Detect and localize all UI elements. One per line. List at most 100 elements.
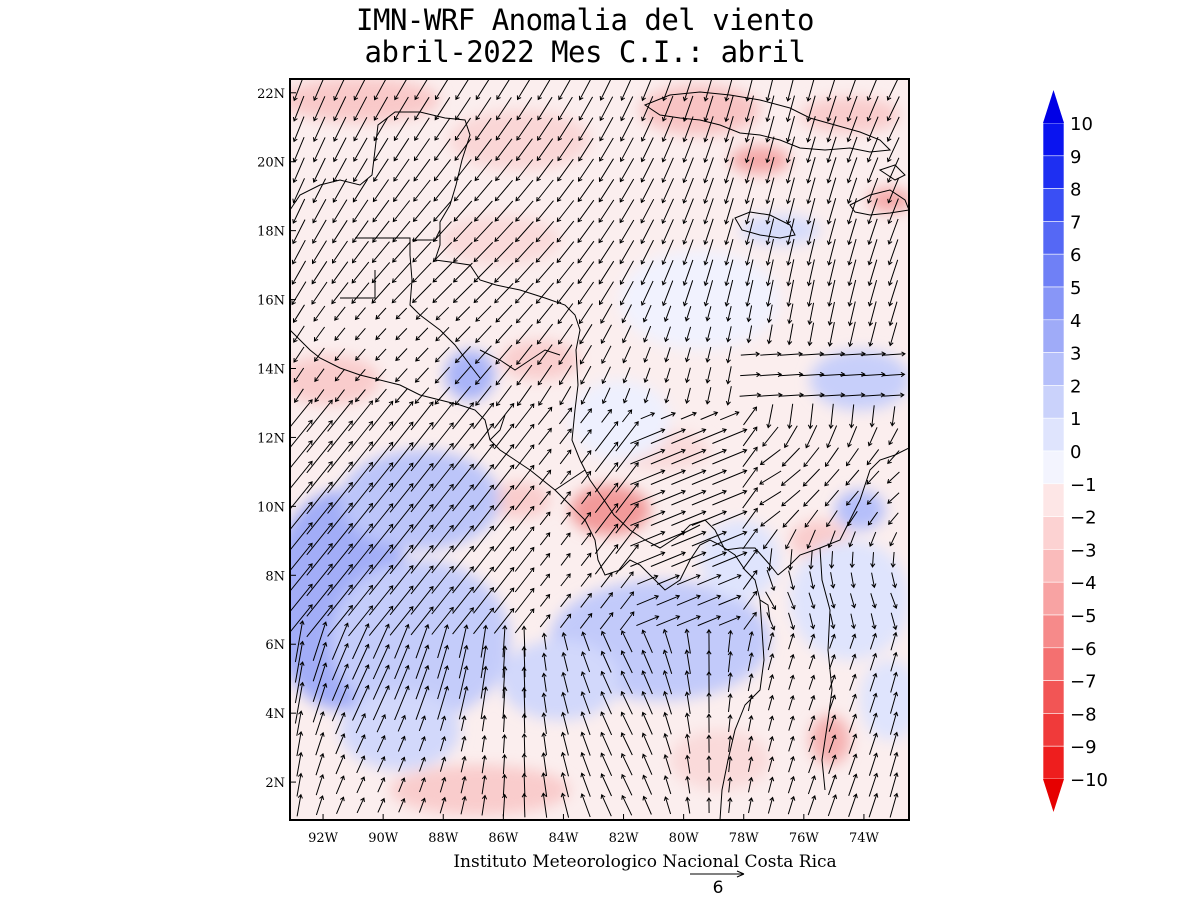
wind-vector-arrow (808, 592, 816, 610)
wind-vector-arrow (580, 408, 592, 424)
wind-vector-arrow (640, 116, 654, 142)
wind-vector-arrow (684, 712, 691, 734)
wind-vector-arrow (514, 505, 535, 531)
wind-vector-arrow (521, 792, 527, 818)
wind-vector-arrow (826, 157, 837, 184)
wind-vector-arrow (296, 751, 304, 777)
wind-vector-arrow (293, 304, 305, 323)
wind-vector-arrow (514, 485, 535, 511)
wind-vector-arrow (412, 221, 432, 243)
wind-vector-arrow (806, 279, 815, 308)
wind-vector-arrow (600, 670, 612, 694)
wind-vector-arrow (747, 652, 754, 672)
wind-vector-arrow (392, 241, 411, 263)
wind-vector-arrow (887, 239, 899, 266)
wind-vector-arrow (334, 389, 345, 403)
wind-vector-arrow (494, 221, 514, 242)
wind-vector-arrow (410, 524, 434, 554)
wind-vector-arrow (502, 665, 508, 699)
wind-vector-arrow (785, 136, 796, 164)
wind-vector-arrow (807, 403, 814, 430)
wind-vector-arrow (760, 351, 782, 357)
wind-vector-arrow (521, 713, 527, 734)
wind-vector-arrow (867, 239, 878, 266)
wind-vector-arrow (431, 545, 454, 574)
wind-vector-arrow (306, 604, 333, 638)
wind-vector-arrow (355, 713, 366, 734)
wind-vector-arrow (676, 574, 701, 586)
colorbar-swatch (1042, 188, 1065, 222)
wind-vector-arrow (458, 665, 469, 699)
wind-vector-arrow (826, 198, 837, 225)
wind-vector-arrow (452, 484, 474, 512)
wind-vector-arrow (599, 281, 614, 306)
wind-vector-arrow (888, 428, 899, 446)
wind-vector-arrow (742, 487, 758, 509)
wind-vector-arrow (395, 328, 408, 341)
wind-vector-arrow (759, 490, 782, 506)
wind-vector-arrow (389, 462, 414, 493)
wind-vector-arrow (473, 402, 495, 430)
wind-vector-arrow (621, 773, 633, 796)
wind-vector-arrow (556, 282, 574, 305)
wind-vector-arrow (786, 197, 795, 225)
wind-vector-arrow (473, 221, 493, 242)
wind-vector-arrow (594, 462, 619, 493)
wind-vector-arrow (535, 241, 555, 263)
colorbar-label: 6 (1070, 245, 1081, 266)
wind-vector-arrow (473, 607, 495, 635)
wind-vector-arrow (293, 367, 305, 383)
wind-vector-arrow (431, 442, 454, 471)
wind-vector-arrow (371, 282, 391, 304)
colorbar-label: −2 (1070, 508, 1097, 529)
wind-vector-arrow (515, 200, 534, 222)
wind-vector-arrow (619, 199, 635, 224)
wind-vector-arrow (331, 683, 349, 722)
wind-vector-arrow (745, 238, 754, 266)
wind-vector-arrow (780, 469, 801, 486)
wind-vector-arrow (419, 777, 426, 793)
wind-vector-arrow (352, 199, 369, 223)
wind-vector-arrow (887, 218, 899, 245)
wind-vector-arrow (867, 427, 878, 447)
lat-tick-label: 8N (265, 569, 285, 584)
wind-vector-arrow (805, 425, 818, 449)
wind-vector-arrow (848, 531, 856, 548)
wind-vector-arrow (661, 239, 674, 266)
wind-vector-arrow (541, 712, 547, 734)
wind-vector-arrow (684, 306, 692, 322)
lat-tick-label: 18N (257, 225, 285, 240)
wind-vector-arrow (414, 367, 429, 383)
wind-vector-arrow (742, 466, 758, 488)
wind-vector-arrow (619, 158, 635, 183)
wind-vector-arrow (765, 238, 774, 266)
wind-vector-arrow (536, 323, 553, 345)
wind-vector-arrow (394, 96, 409, 121)
coastlines (290, 91, 909, 820)
wind-vector-arrow (435, 326, 450, 342)
wind-vector-arrow (334, 348, 346, 362)
wind-vector-arrow (580, 793, 591, 818)
wind-vector-arrow (598, 220, 615, 244)
wind-vector-arrow (868, 301, 877, 327)
wind-vector-arrow (473, 525, 495, 553)
wind-vector-arrow (600, 572, 613, 588)
wind-vector-arrow (600, 650, 612, 673)
wind-vector-arrow (671, 428, 707, 444)
wind-vector-arrow (410, 442, 434, 472)
wind-vector-arrow (712, 448, 748, 465)
wind-vector-arrow (748, 735, 754, 752)
wind-vector-arrow (560, 731, 569, 756)
wind-vector-arrow (313, 326, 326, 342)
wind-vector-arrow (600, 630, 612, 652)
wind-vector-arrow (641, 732, 653, 755)
wind-vector-arrow (684, 387, 691, 405)
colorbar-swatch (1042, 581, 1065, 616)
wind-vector-arrow (561, 691, 569, 714)
wind-vector-arrow (870, 552, 876, 568)
wind-vector-arrow (292, 116, 305, 143)
wind-vector-arrow (439, 736, 447, 752)
wind-vector-arrow (787, 795, 796, 815)
wind-vector-arrow (376, 713, 386, 733)
wind-vector-arrow (848, 733, 858, 754)
